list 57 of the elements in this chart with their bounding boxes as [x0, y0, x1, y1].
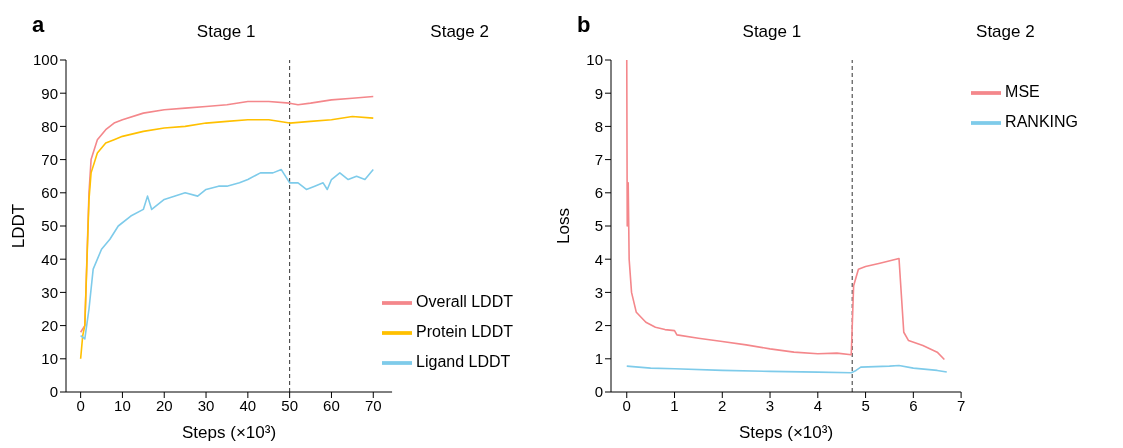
x-tick-label: 2 — [718, 396, 727, 414]
y-tick-label: 50 — [41, 217, 58, 235]
x-axis-title: Steps (×10³) — [182, 423, 277, 442]
x-tick-label: 30 — [197, 396, 215, 414]
x-tick-label: 6 — [909, 396, 918, 414]
y-tick-label: 70 — [41, 150, 58, 168]
x-tick-label: 70 — [364, 396, 382, 414]
y-axis-title: Loss — [554, 208, 574, 244]
y-tick-label: 8 — [594, 117, 603, 135]
y-tick-label: 3 — [594, 283, 603, 301]
y-tick-label: 7 — [594, 150, 603, 168]
x-tick-label: 20 — [155, 396, 173, 414]
line-series — [625, 364, 948, 374]
x-tick-label: 5 — [861, 396, 870, 414]
y-tick-label: 100 — [32, 51, 58, 69]
text: Stage 1 — [742, 22, 802, 42]
text: Stage 2 — [430, 22, 489, 42]
y-tick-label: 60 — [41, 184, 58, 202]
legend-label: Protein LDDT — [416, 323, 513, 341]
y-tick-label: 0 — [594, 383, 603, 401]
x-tick-label: 0 — [76, 396, 85, 414]
line-series — [625, 60, 946, 361]
y-tick-label: 30 — [41, 283, 58, 301]
legend-label: Overall LDDT — [416, 293, 513, 311]
x-axis-title: Steps (×10³) — [739, 423, 834, 442]
x-tick-label: 7 — [956, 396, 966, 414]
y-tick-label: 9 — [594, 84, 603, 102]
x-tick-label: 10 — [114, 396, 131, 414]
legend-label: Ligand LDDT — [416, 353, 511, 371]
chart-title: a — [32, 12, 45, 38]
legend-label: MSE — [1005, 83, 1040, 101]
x-tick-label: 60 — [323, 396, 340, 414]
line-series — [79, 168, 375, 340]
y-tick-label: 6 — [594, 184, 603, 202]
legend-label: RANKING — [1005, 113, 1078, 131]
x-tick-label: 0 — [622, 396, 631, 414]
y-tick-label: 80 — [41, 117, 58, 135]
y-tick-label: 40 — [41, 250, 58, 268]
x-tick-label: 4 — [813, 396, 822, 414]
y-tick-label: 4 — [594, 250, 603, 268]
x-tick-label: 3 — [765, 396, 775, 414]
y-tick-label: 1 — [594, 350, 603, 368]
text: Stage 2 — [976, 22, 1035, 42]
text: Stage 1 — [196, 22, 256, 42]
x-tick-label: 1 — [670, 396, 679, 414]
y-tick-label: 0 — [49, 383, 58, 401]
y-tick-label: 10 — [586, 51, 603, 69]
x-tick-label: 50 — [281, 396, 298, 414]
y-tick-label: 90 — [41, 84, 58, 102]
x-tick-label: 40 — [239, 396, 257, 414]
y-axis-title: LDDT — [9, 203, 29, 249]
y-tick-label: 5 — [594, 217, 603, 235]
y-tick-label: 2 — [594, 316, 603, 334]
y-tick-label: 10 — [41, 350, 58, 368]
line-series — [79, 115, 375, 360]
chart-title: b — [577, 12, 591, 38]
y-tick-label: 20 — [41, 316, 58, 334]
